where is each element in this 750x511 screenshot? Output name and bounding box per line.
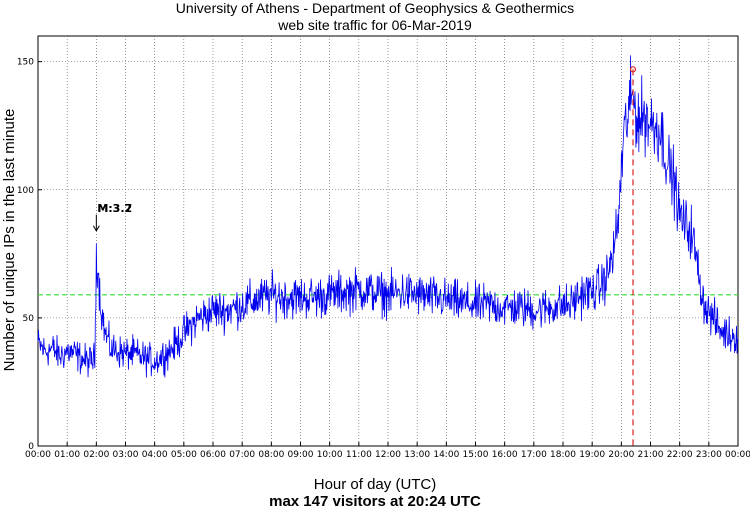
y-tick-label: 0: [28, 442, 34, 452]
x-tick-label: 20:00: [608, 450, 634, 460]
x-tick-label: 16:00: [492, 450, 518, 460]
x-tick-label: 13:00: [404, 450, 430, 460]
event-label: M:3.7: [97, 202, 132, 215]
x-tick-label: 01:00: [54, 450, 80, 460]
x-tick-label: 11:00: [346, 450, 372, 460]
event-arrow-head: [92, 225, 100, 232]
x-tick-label: 00:00: [25, 450, 51, 460]
traffic-series-line: [37, 55, 739, 378]
x-tick-label: 15:00: [463, 450, 489, 460]
chart-subtitle: web site traffic for 06-Mar-2019: [277, 17, 472, 33]
x-tick-label: 10:00: [317, 450, 343, 460]
x-tick-label: 12:00: [375, 450, 401, 460]
chart-title: University of Athens - Department of Geo…: [176, 0, 574, 16]
x-tick-label: 02:00: [83, 450, 109, 460]
y-axis-label: Number of unique IPs in the last minute: [1, 109, 18, 372]
series-layer: [37, 55, 739, 378]
y-tick-label: 150: [17, 58, 34, 68]
x-tick-label: 04:00: [142, 450, 168, 460]
x-tick-label: 07:00: [229, 450, 255, 460]
y-axis-ticks: 0 50 100 150: [17, 58, 42, 452]
x-axis-ticks: 00:00 01:00 02:00 03:00 04:00 05:00 06:00 07:00…: [25, 442, 750, 460]
x-tick-label: 18:00: [550, 450, 576, 460]
x-tick-label: 03:00: [113, 450, 139, 460]
x-tick-label: 06:00: [200, 450, 226, 460]
marker-layer: M:3.7M:3.2: [92, 66, 637, 446]
x-tick-label: 00:00: [725, 450, 750, 460]
x-tick-label: 23:00: [696, 450, 722, 460]
x-tick-label: 14:00: [433, 450, 459, 460]
x-axis-label: Hour of day (UTC): [314, 476, 437, 493]
x-tick-label: 08:00: [258, 450, 284, 460]
max-point-marker: [629, 66, 637, 73]
x-tick-label: 21:00: [638, 450, 664, 460]
footer-max-visitors: max 147 visitors at 20:24 UTC: [269, 493, 481, 510]
x-tick-label: 22:00: [667, 450, 693, 460]
event-label-overlay: M:3.2: [97, 202, 132, 215]
x-tick-label: 17:00: [521, 450, 547, 460]
x-tick-label: 09:00: [288, 450, 314, 460]
x-tick-label: 19:00: [579, 450, 605, 460]
y-tick-label: 100: [17, 186, 34, 196]
grid-lines: [38, 36, 738, 446]
y-tick-label: 50: [23, 314, 35, 324]
x-tick-label: 05:00: [171, 450, 197, 460]
